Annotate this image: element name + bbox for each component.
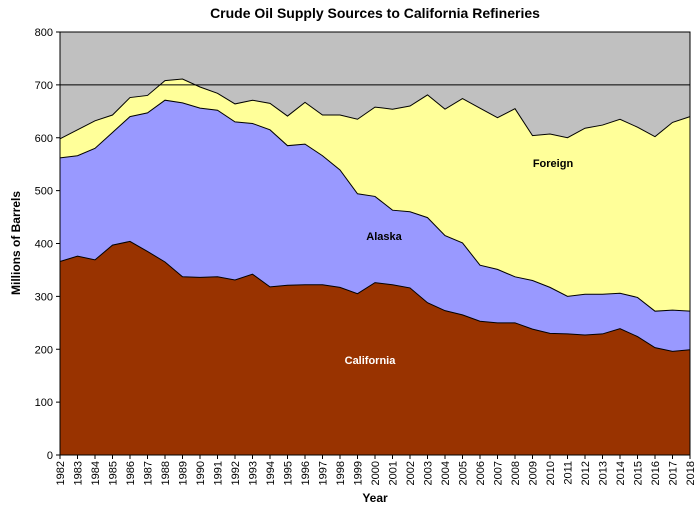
x-tick-label: 1996 — [300, 461, 312, 485]
x-tick-label: 2007 — [493, 461, 505, 485]
x-tick-label: 2009 — [528, 461, 540, 485]
y-tick-label: 600 — [35, 133, 53, 145]
x-tick-label: 1990 — [195, 461, 207, 485]
y-tick-label: 800 — [35, 27, 53, 39]
y-tick-label: 100 — [35, 397, 53, 409]
boundary-foreign — [59, 78, 691, 140]
series-label-california: California — [345, 355, 397, 367]
series-label-foreign: Foreign — [533, 158, 574, 170]
x-tick-label: 2016 — [650, 461, 662, 485]
x-tick-label: 1994 — [265, 461, 277, 485]
x-tick-label: 2010 — [545, 461, 557, 485]
boundary-alaska — [59, 99, 691, 312]
x-tick-label: 1989 — [178, 461, 190, 485]
x-tick-label: 2013 — [598, 461, 610, 485]
x-tick-label: 2008 — [510, 461, 522, 485]
x-tick-label: 1983 — [73, 461, 85, 485]
chart-title: Crude Oil Supply Sources to California R… — [210, 5, 540, 21]
x-tick-label: 2003 — [423, 461, 435, 485]
x-tick-label: 1982 — [55, 461, 67, 485]
x-tick-label: 1999 — [353, 461, 365, 485]
x-tick-label: 2012 — [580, 461, 592, 485]
boundary-california — [59, 240, 691, 352]
x-tick-label: 2006 — [475, 461, 487, 485]
x-tick-label: 2011 — [563, 461, 575, 485]
x-tick-label: 1988 — [160, 461, 172, 485]
x-tick-label: 2001 — [388, 461, 400, 485]
y-tick-label: 500 — [35, 186, 53, 198]
y-axis-label: Millions of Barrels — [9, 191, 23, 295]
x-tick-label: 2018 — [685, 461, 697, 485]
y-tick-label: 200 — [35, 344, 53, 356]
x-tick-label: 2004 — [440, 461, 452, 485]
area-alaska — [60, 100, 690, 352]
area-foreign — [60, 79, 690, 312]
y-tick-label: 400 — [35, 239, 53, 251]
x-tick-label: 2017 — [668, 461, 680, 485]
x-tick-label: 1995 — [283, 461, 295, 485]
y-tick-label: 300 — [35, 291, 53, 303]
x-tick-label: 1992 — [230, 461, 242, 485]
x-tick-label: 1986 — [125, 461, 137, 485]
x-tick-label: 2014 — [615, 461, 627, 485]
x-tick-label: 1984 — [90, 461, 102, 485]
x-tick-label: 1993 — [248, 461, 260, 485]
x-axis-label: Year — [362, 491, 388, 505]
x-tick-label: 1998 — [335, 461, 347, 485]
x-tick-label: 2015 — [633, 461, 645, 485]
x-tick-label: 2005 — [458, 461, 470, 485]
area-california — [60, 241, 690, 455]
y-tick-label: 0 — [47, 450, 53, 462]
x-tick-label: 1991 — [213, 461, 225, 485]
x-tick-label: 1997 — [318, 461, 330, 485]
x-tick-label: 1987 — [143, 461, 155, 485]
x-tick-label: 2002 — [405, 461, 417, 485]
x-tick-label: 2000 — [370, 461, 382, 485]
x-tick-label: 1985 — [108, 461, 120, 485]
y-tick-label: 700 — [35, 80, 53, 92]
series-label-alaska: Alaska — [366, 231, 402, 243]
